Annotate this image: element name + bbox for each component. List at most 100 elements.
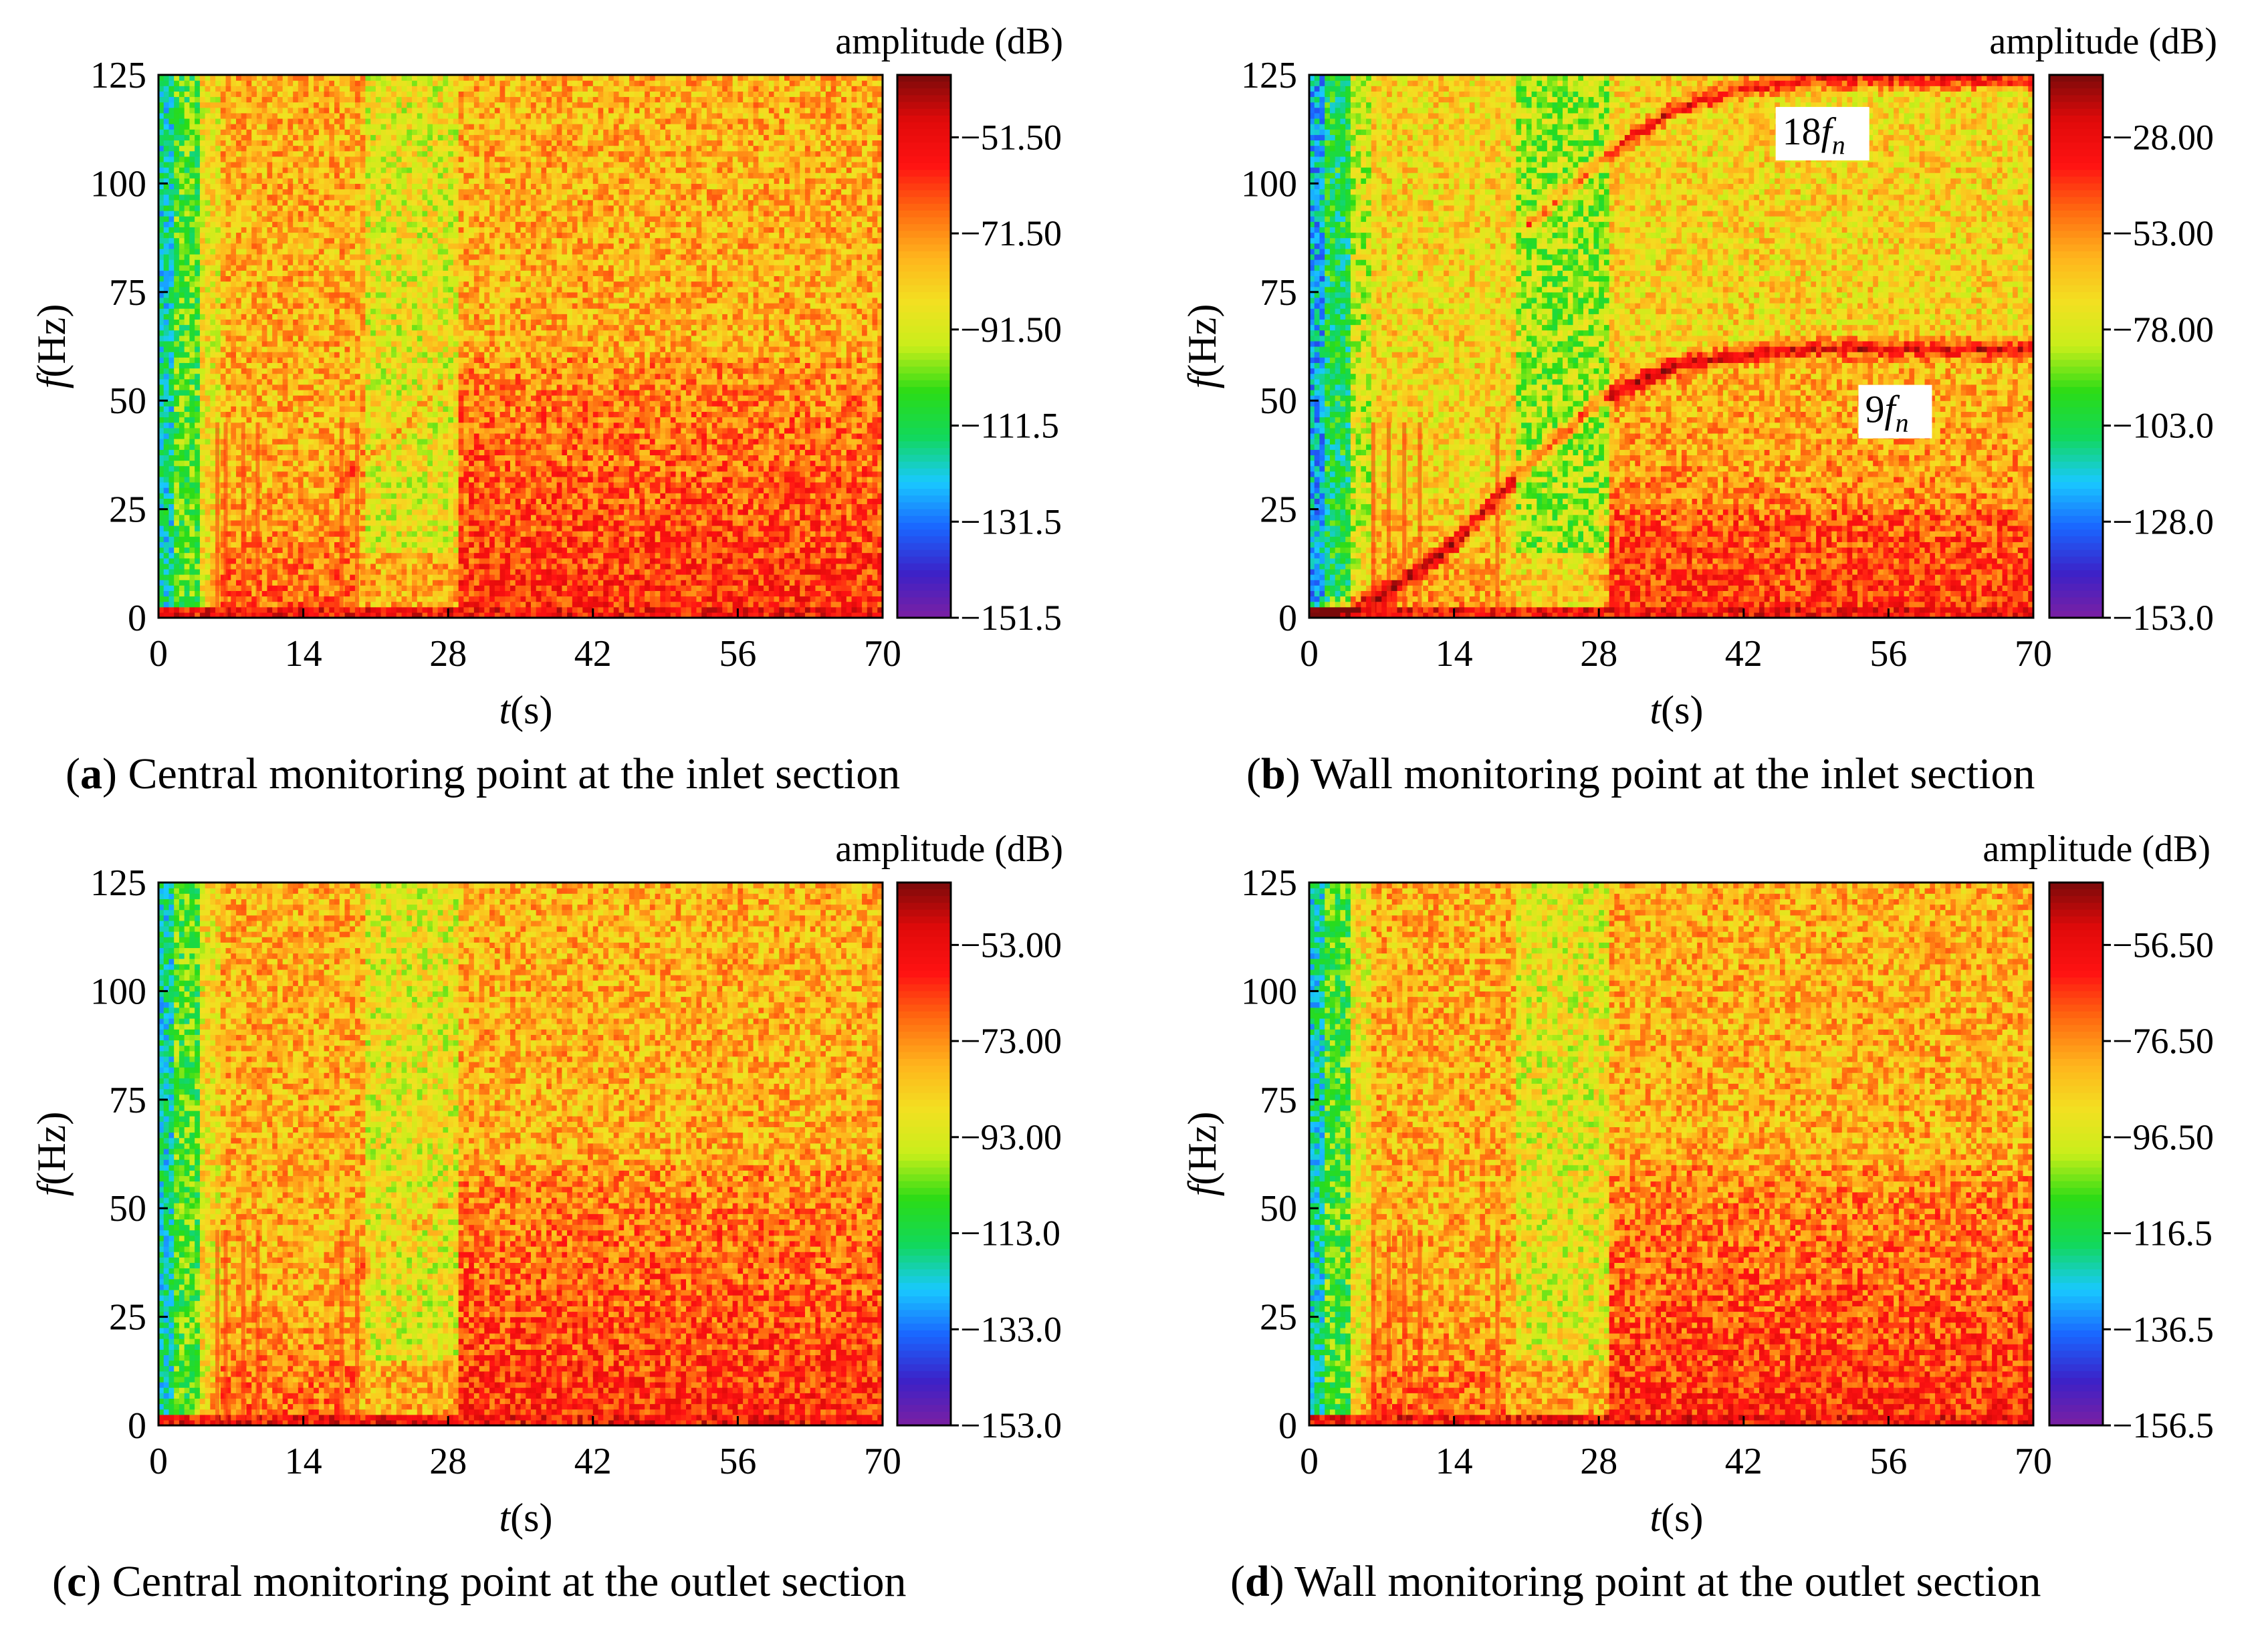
colorbar-swatch — [2049, 943, 2103, 951]
x-tick-label: 42 — [574, 633, 612, 675]
colorbar-swatch — [897, 265, 951, 273]
colorbar-swatch — [897, 1181, 951, 1189]
y-tick-label: 0 — [128, 598, 146, 639]
colorbar-swatch — [2049, 427, 2103, 435]
colorbar-swatch — [897, 530, 951, 537]
transient-streak — [255, 1229, 260, 1425]
colorbar-tick-label: −93.00 — [960, 1117, 1062, 1157]
colorbar-swatch — [897, 82, 951, 90]
colorbar-swatch — [897, 1351, 951, 1359]
y-tick-label: 125 — [1241, 55, 1297, 96]
colorbar-swatch — [897, 963, 951, 971]
colorbar-swatch — [897, 142, 951, 150]
colorbar-swatch — [897, 271, 951, 279]
colorbar-swatch — [897, 489, 951, 497]
colorbar-swatch — [897, 421, 951, 429]
colorbar-swatch — [897, 1079, 951, 1087]
x-tick-label: 0 — [149, 633, 168, 675]
colorbar-swatch — [897, 319, 951, 327]
colorbar-swatch — [897, 916, 951, 924]
x-tick-label: 14 — [285, 633, 322, 675]
colorbar-swatch — [897, 563, 951, 571]
caption-text: Central monitoring point at the outlet s… — [112, 1557, 907, 1606]
colorbar-swatch — [897, 1092, 951, 1100]
colorbar-swatch — [897, 482, 951, 489]
colorbar-swatch — [897, 394, 951, 401]
colorbar-swatch — [2049, 380, 2103, 388]
colorbar-swatch — [2049, 1337, 2103, 1344]
colorbar-swatch — [2049, 1276, 2103, 1284]
colorbar-swatch — [2049, 577, 2103, 585]
y-tick-label: 75 — [1260, 272, 1297, 314]
colorbar-swatch — [2049, 1290, 2103, 1297]
colorbar-swatch — [2049, 1154, 2103, 1161]
caption-b: (b) Wall monitoring point at the inlet s… — [1246, 749, 2035, 800]
colorbar-swatch — [2049, 102, 2103, 110]
colorbar-swatch — [897, 1215, 951, 1223]
panel-d: amplitude (dB) 0 14 28 42 56 70 0 25 50 75 100 125 t… — [1134, 808, 2268, 1606]
colorbar-swatch — [2049, 1262, 2103, 1270]
plot-frame — [157, 881, 884, 1427]
colorbar-swatch — [2049, 957, 2103, 965]
colorbar-swatch — [2049, 108, 2103, 116]
colorbar-swatch — [897, 95, 951, 103]
colorbar-swatch — [897, 326, 951, 334]
colorbar-swatch — [2049, 211, 2103, 218]
colorbar-swatch — [897, 909, 951, 917]
colorbar-swatch — [2049, 319, 2103, 327]
colorbar-swatch — [897, 1316, 951, 1324]
colorbar-swatch — [897, 1194, 951, 1202]
colorbar-swatch — [2049, 217, 2103, 225]
y-axis-title: f(Hz) — [29, 304, 74, 389]
transient-streak — [1418, 422, 1422, 618]
colorbar-swatch — [897, 570, 951, 578]
colorbar-swatch — [2049, 1201, 2103, 1209]
colorbar-swatch — [2049, 271, 2103, 279]
colorbar-swatch — [2049, 75, 2103, 82]
transient-streak — [223, 1229, 228, 1425]
x-tick-label: 0 — [149, 1441, 168, 1482]
colorbar-tick-label: −116.5 — [2112, 1213, 2213, 1254]
colorbar-swatch — [897, 224, 951, 232]
colorbar-swatch — [897, 1418, 951, 1426]
colorbar-swatch — [2049, 1235, 2103, 1243]
colorbar-swatch — [2049, 1106, 2103, 1114]
transient-streak — [215, 422, 220, 618]
colorbar-swatch — [897, 970, 951, 978]
colorbar-swatch — [2049, 1303, 2103, 1311]
x-tick-label: 14 — [1436, 633, 1473, 675]
colorbar-frame — [2048, 74, 2104, 619]
colorbar-swatch — [897, 1187, 951, 1195]
colorbar-swatch — [2049, 414, 2103, 422]
colorbar-swatch — [897, 183, 951, 191]
transient-streak — [241, 422, 245, 618]
colorbar-swatch — [897, 1242, 951, 1250]
colorbar-swatch — [2049, 115, 2103, 123]
caption-c: (c) Central monitoring point at the outl… — [52, 1556, 907, 1607]
colorbar-swatch — [2049, 923, 2103, 931]
colorbar-swatch — [2049, 162, 2103, 170]
colorbar-swatch — [2049, 1066, 2103, 1073]
colorbar-swatch — [2049, 570, 2103, 578]
colorbar-swatch — [897, 1072, 951, 1080]
colorbar-swatch — [897, 211, 951, 218]
colorbar-tick-label: −131.5 — [960, 501, 1062, 542]
colorbar-swatch — [897, 1161, 951, 1169]
colorbar-swatch — [897, 1140, 951, 1148]
colorbar-tick-label: −71.50 — [960, 213, 1062, 253]
colorbar-swatch — [897, 1133, 951, 1141]
colorbar-swatch — [897, 1249, 951, 1257]
colorbar-swatch — [897, 177, 951, 185]
y-tick-label: 100 — [90, 163, 146, 205]
colorbar-swatch — [897, 1377, 951, 1385]
transient-streak — [223, 422, 228, 618]
colorbar-frame — [2048, 881, 2104, 1427]
colorbar-swatch — [2049, 889, 2103, 897]
colorbar-swatch — [2049, 1194, 2103, 1202]
colorbar-swatch — [2049, 1032, 2103, 1040]
transient-streak — [215, 1229, 220, 1425]
x-tick-label: 28 — [429, 633, 467, 675]
colorbar-swatch — [897, 332, 951, 340]
x-tick-label: 70 — [864, 1441, 901, 1482]
x-axis-title: t(s) — [499, 688, 553, 732]
